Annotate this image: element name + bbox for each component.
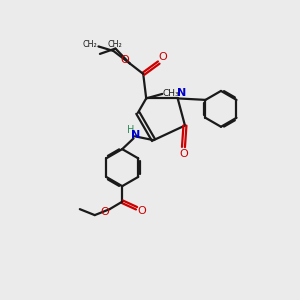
Text: CH₂: CH₂ (107, 40, 122, 49)
Text: N: N (177, 88, 186, 98)
Text: O: O (158, 52, 167, 62)
Text: O: O (179, 148, 188, 159)
Text: CH₃: CH₃ (162, 89, 179, 98)
Text: O: O (100, 206, 109, 217)
Text: CH₂: CH₂ (83, 40, 98, 49)
Text: O: O (137, 206, 146, 216)
Text: H: H (128, 125, 135, 135)
Text: N: N (131, 130, 141, 140)
Text: O: O (120, 55, 129, 65)
